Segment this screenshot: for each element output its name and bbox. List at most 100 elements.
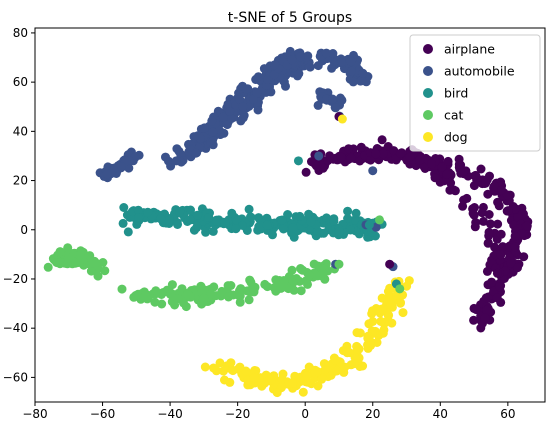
point-airplane	[468, 209, 478, 218]
point-dog	[352, 328, 362, 338]
point-bird	[119, 203, 129, 212]
point-dog	[306, 379, 316, 389]
point-airplane	[480, 313, 490, 323]
y-tick-label: 80	[13, 26, 28, 40]
point-dog	[337, 114, 347, 124]
point-airplane	[459, 195, 469, 205]
point-automobile	[287, 55, 297, 65]
point-dog	[345, 348, 354, 358]
point-automobile	[235, 95, 245, 104]
y-tick-label: 40	[13, 124, 28, 138]
point-bird	[343, 206, 353, 216]
point-bird	[295, 211, 305, 221]
point-airplane	[513, 263, 522, 273]
point-automobile	[253, 72, 263, 82]
point-cat	[287, 265, 297, 275]
point-airplane	[497, 185, 506, 195]
point-cat	[303, 279, 312, 289]
point-automobile	[313, 100, 323, 110]
point-bird	[134, 213, 144, 223]
point-airplane	[470, 222, 480, 232]
x-tick-label: −40	[157, 407, 182, 421]
point-cat	[334, 259, 344, 269]
legend-label: bird	[444, 86, 468, 101]
point-dog	[317, 374, 327, 384]
point-airplane	[366, 155, 376, 165]
chart-title: t-SNE of 5 Groups	[228, 10, 352, 26]
point-airplane	[371, 149, 381, 159]
point-bird	[283, 210, 293, 219]
point-automobile	[171, 156, 181, 166]
point-cat	[166, 290, 176, 299]
point-airplane	[484, 227, 494, 237]
point-airplane	[483, 189, 493, 199]
point-automobile	[358, 68, 368, 78]
point-bird	[306, 217, 316, 227]
point-cat	[199, 293, 209, 303]
point-airplane	[405, 152, 415, 162]
point-cat	[271, 275, 281, 285]
point-dog	[320, 364, 330, 374]
point-bird	[350, 215, 359, 225]
point-airplane	[356, 142, 366, 152]
legend-marker	[423, 88, 433, 98]
point-automobile	[242, 84, 251, 94]
point-airplane	[493, 197, 503, 207]
point-dog	[313, 367, 322, 377]
point-automobile	[207, 116, 217, 126]
point-automobile	[357, 76, 367, 86]
point-dog	[398, 308, 408, 318]
point-cat	[93, 271, 103, 281]
y-tick-label: −40	[3, 321, 28, 335]
point-airplane	[385, 259, 395, 269]
point-airplane	[482, 266, 492, 276]
point-airplane	[445, 185, 455, 195]
legend-box	[409, 34, 541, 152]
point-cat	[43, 262, 53, 272]
point-cat	[235, 291, 245, 301]
point-airplane	[377, 135, 387, 145]
point-airplane	[469, 315, 479, 325]
point-automobile	[371, 222, 381, 232]
point-airplane	[493, 219, 503, 229]
point-cat	[167, 280, 177, 290]
point-automobile	[346, 56, 356, 66]
point-cat	[64, 253, 74, 263]
point-dog	[383, 310, 393, 320]
point-bird	[175, 207, 185, 217]
axes-frame	[34, 27, 546, 403]
point-automobile	[347, 66, 356, 76]
point-bird	[143, 207, 153, 217]
point-dog	[228, 366, 238, 376]
point-bird	[246, 212, 256, 222]
point-dog	[363, 333, 373, 343]
point-dog	[331, 355, 341, 365]
point-dog	[364, 319, 374, 329]
point-cat	[141, 291, 151, 301]
point-dog	[272, 388, 282, 398]
point-airplane	[336, 152, 346, 162]
x-tick-label: 60	[500, 407, 515, 421]
point-dog	[249, 373, 259, 383]
point-bird	[156, 214, 166, 224]
point-airplane	[484, 210, 494, 219]
point-cat	[296, 286, 306, 296]
point-dog	[332, 366, 342, 376]
point-airplane	[419, 161, 429, 171]
point-airplane	[312, 161, 322, 171]
point-cat	[375, 215, 385, 225]
point-dog	[220, 375, 229, 385]
point-airplane	[325, 151, 335, 161]
point-airplane	[454, 159, 464, 169]
point-cat	[181, 302, 191, 312]
point-airplane	[443, 156, 453, 166]
point-cat	[198, 284, 208, 294]
x-tick-label: −20	[225, 407, 250, 421]
point-cat	[262, 282, 272, 292]
point-bird	[329, 216, 339, 226]
legend-marker	[423, 44, 433, 54]
point-airplane	[479, 216, 488, 226]
legend-label: cat	[444, 108, 464, 123]
point-cat	[223, 281, 233, 291]
